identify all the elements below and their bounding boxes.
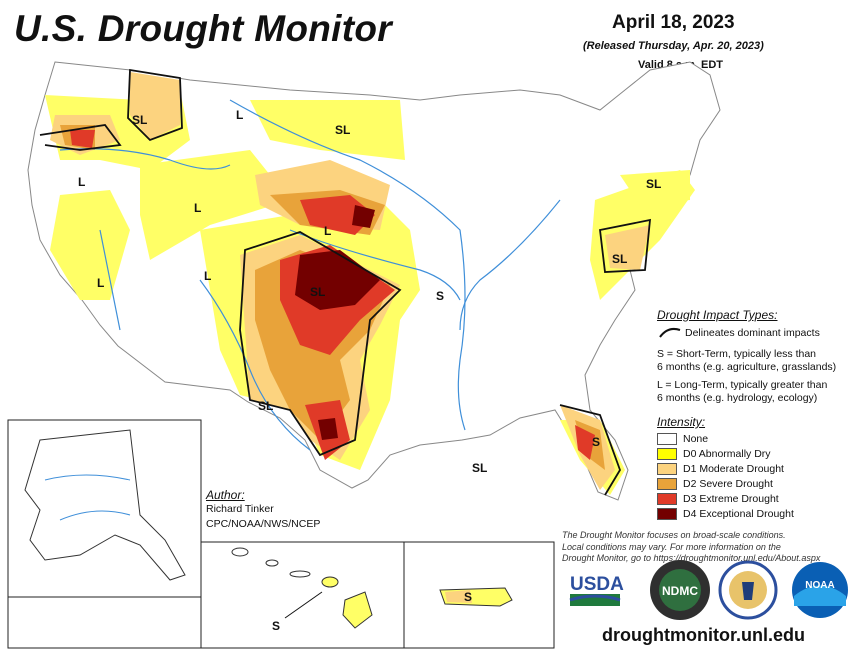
usda-logo: USDA [569,574,624,606]
impact-types-heading: Drought Impact Types: [657,308,778,322]
legend-row-d2: D2 Severe Drought [657,478,773,491]
label-l-nebraska: L [324,224,331,238]
map-date: April 18, 2023 [612,12,735,33]
label-sl-dakota: SL [335,123,350,137]
label-l-wyoming: L [194,201,201,215]
disclaimer-line2: Local conditions may vary. For more info… [562,541,781,552]
map-title: U.S. Drought Monitor [14,8,392,49]
legend-swatch-d4 [657,508,677,521]
label-s-missouri: S [436,289,444,303]
label-sl-kansas: SL [310,285,325,299]
legend-row-d1: D1 Moderate Drought [657,463,784,476]
short-term-description: S = Short-Term, typically less than 6 mo… [657,348,836,374]
ndmc-text: NDMC [662,584,698,598]
noaa-logo: NOAA [792,562,848,618]
legend-row-d4: D4 Exceptional Drought [657,508,794,521]
long-term-description: L = Long-Term, typically greater than 6 … [657,379,827,405]
disclaimer-line3[interactable]: Drought Monitor, go to https://droughtmo… [562,553,821,563]
delineates-label: Delineates dominant impacts [685,327,820,339]
label-sl-texas: SL [258,399,273,413]
legend-swatch-d0 [657,448,677,461]
author-heading: Author: [206,488,245,502]
legend-swatch-none [657,433,677,446]
delineation-line-sample [659,327,681,338]
hawaii-inset-frame [200,541,405,649]
legend-label-d1: D1 Moderate Drought [683,463,784,475]
release-date: (Released Thursday, Apr. 20, 2023) [583,40,764,52]
label-s-florida: S [592,435,600,449]
disclaimer: The Drought Monitor focuses on broad-sca… [562,530,852,565]
label-l-utah: L [204,269,211,283]
label-sl-newengland: SL [646,177,661,191]
legend-label-d3: D3 Extreme Drought [683,493,779,505]
author-organization: CPC/NOAA/NWS/NCEP [206,518,321,530]
short-term-line2: 6 months (e.g. agriculture, grasslands) [657,361,837,373]
label-sl-montana: SL [132,113,147,127]
legend-label-d4: D4 Exceptional Drought [683,508,794,520]
legend-swatch-d3 [657,493,677,506]
legend-row-d0: D0 Abnormally Dry [657,448,771,461]
intensity-heading: Intensity: [657,415,706,429]
ndmc-logo: NDMC [650,560,710,620]
disclaimer-line1: The Drought Monitor focuses on broad-sca… [562,530,786,540]
noaa-text: NOAA [805,580,834,591]
label-l-nevada: L [97,276,104,290]
usda-text: USDA [570,574,624,595]
legend-row-none: None [657,433,708,446]
label-l-oregon: L [78,175,85,189]
short-term-line1: S = Short-Term, typically less than [657,348,817,360]
label-sl-louisiana: SL [472,461,487,475]
long-term-line1: L = Long-Term, typically greater than [657,379,828,391]
long-term-line2: 6 months (e.g. hydrology, ecology) [657,392,818,404]
legend-label-d2: D2 Severe Drought [683,478,773,490]
label-l-montana: L [236,108,243,122]
legend-swatch-d1 [657,463,677,476]
legend-row-d3: D3 Extreme Drought [657,493,779,506]
alaska-land [24,429,186,581]
legend-swatch-d2 [657,478,677,491]
label-sl-virginia: SL [612,252,627,266]
d4-areas [295,205,380,440]
label-s-puertorico: S [464,590,472,604]
legend-label-d0: D0 Abnormally Dry [683,448,771,460]
website-link[interactable]: droughtmonitor.unl.edu [602,625,805,645]
author-name: Richard Tinker [206,503,274,515]
label-s-hawaii: S [272,619,280,633]
commerce-seal-logo [718,560,778,620]
impact-lines [39,68,652,496]
legend-label-none: None [683,433,709,445]
hawaii-islands [231,547,373,629]
